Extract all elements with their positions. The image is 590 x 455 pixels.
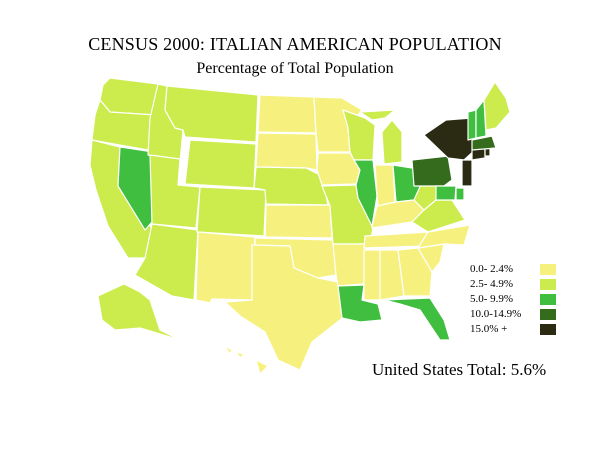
map-title: CENSUS 2000: ITALIAN AMERICAN POPULATION bbox=[88, 34, 502, 54]
state-ma bbox=[471, 135, 497, 151]
legend-swatch bbox=[540, 294, 556, 305]
legend-label: 10.0-14.9% bbox=[470, 308, 522, 320]
state-nm bbox=[195, 231, 256, 304]
state-mi bbox=[359, 109, 403, 165]
legend-row-3: 10.0-14.9% bbox=[470, 307, 570, 322]
state-ks bbox=[264, 204, 333, 239]
state-nj bbox=[461, 159, 473, 187]
state-ak bbox=[97, 283, 181, 341]
legend: 0.0- 2.4% 2.5- 4.9% 5.0- 9.9% 10.0-14.9%… bbox=[470, 262, 570, 337]
legend-row-2: 5.0- 9.9% bbox=[470, 292, 570, 307]
state-fl bbox=[383, 297, 451, 341]
state-co bbox=[196, 186, 267, 237]
state-ar bbox=[332, 243, 367, 287]
legend-label: 2.5- 4.9% bbox=[470, 278, 514, 290]
state-me bbox=[483, 81, 511, 131]
state-mt bbox=[164, 85, 259, 143]
state-hi bbox=[223, 345, 269, 375]
state-ne bbox=[253, 166, 329, 206]
legend-swatch bbox=[540, 279, 556, 290]
state-md bbox=[435, 185, 457, 201]
state-nc bbox=[417, 224, 471, 249]
legend-swatch bbox=[540, 309, 556, 320]
state-ny bbox=[423, 117, 476, 161]
state-tx bbox=[224, 244, 346, 371]
state-nh bbox=[475, 99, 487, 139]
us-total-label: United States Total: 5.6% bbox=[372, 360, 547, 379]
state-pa bbox=[411, 155, 453, 187]
legend-label: 0.0- 2.4% bbox=[470, 263, 514, 275]
state-ga bbox=[397, 247, 433, 297]
state-wa bbox=[99, 77, 159, 116]
legend-row-0: 0.0- 2.4% bbox=[470, 262, 570, 277]
state-vt bbox=[467, 109, 477, 141]
state-in bbox=[374, 164, 396, 207]
state-de bbox=[455, 187, 465, 201]
legend-label: 15.0% + bbox=[470, 323, 508, 335]
legend-row-4: 15.0% + bbox=[470, 322, 570, 337]
state-il bbox=[353, 159, 378, 227]
map-subtitle: Percentage of Total Population bbox=[196, 60, 394, 77]
legend-swatch bbox=[540, 324, 556, 335]
legend-label: 5.0- 9.9% bbox=[470, 293, 514, 305]
state-sd bbox=[255, 132, 318, 171]
state-ms bbox=[363, 249, 381, 301]
state-wy bbox=[184, 139, 257, 189]
legend-row-1: 2.5- 4.9% bbox=[470, 277, 570, 292]
state-nd bbox=[257, 94, 317, 134]
legend-swatch bbox=[540, 264, 556, 275]
state-tn bbox=[363, 231, 429, 249]
